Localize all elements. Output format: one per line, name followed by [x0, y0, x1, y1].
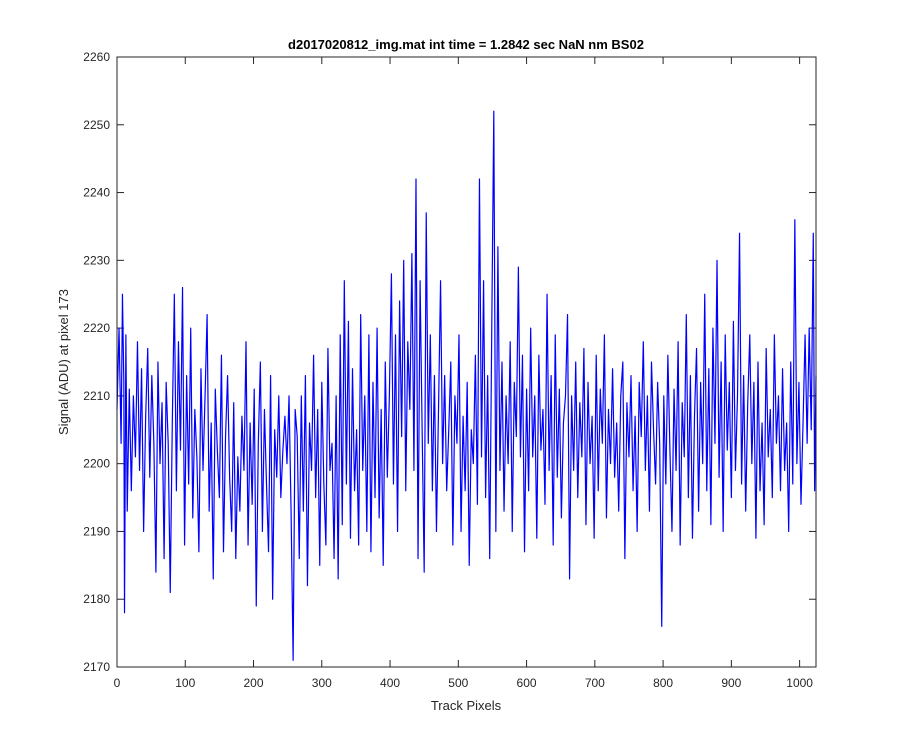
x-tick-label: 700 [585, 676, 605, 690]
x-tick-label: 800 [653, 676, 673, 690]
y-tick-label: 2240 [83, 186, 110, 200]
y-tick-label: 2170 [83, 660, 110, 674]
x-tick-label: 300 [312, 676, 332, 690]
x-tick-label: 0 [114, 676, 121, 690]
y-tick-label: 2220 [83, 321, 110, 335]
series-line [116, 110, 817, 661]
y-tick-label: 2200 [83, 457, 110, 471]
x-tick-label: 100 [175, 676, 195, 690]
x-tick-label: 1000 [786, 676, 813, 690]
plot-area [117, 57, 816, 667]
x-tick-label: 200 [244, 676, 264, 690]
x-tick-label: 400 [380, 676, 400, 690]
x-axis-label: Track Pixels [431, 698, 502, 713]
x-axis-ticks: 0 100 200 300 400 500 600 700 800 900 1000 [114, 57, 813, 690]
x-tick-label: 900 [721, 676, 741, 690]
y-tick-label: 2180 [83, 592, 110, 606]
y-axis-label: Signal (ADU) at pixel 173 [56, 289, 71, 435]
y-tick-label: 2260 [83, 50, 110, 64]
x-tick-label: 600 [517, 676, 537, 690]
y-tick-label: 2190 [83, 524, 110, 538]
y-tick-label: 2230 [83, 253, 110, 267]
x-tick-label: 500 [448, 676, 468, 690]
y-tick-label: 2250 [83, 118, 110, 132]
y-tick-label: 2210 [83, 389, 110, 403]
plot-frame [116, 56, 817, 668]
chart-title: d2017020812_img.mat int time = 1.2842 se… [288, 37, 644, 52]
